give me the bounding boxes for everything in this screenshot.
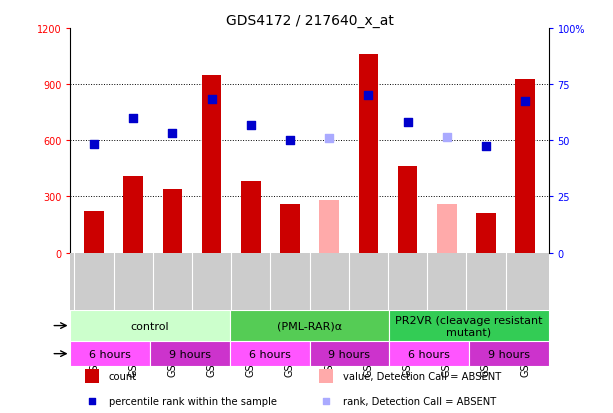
Point — [321, 398, 331, 405]
Text: 6 hours: 6 hours — [89, 349, 131, 359]
Bar — [280, 204, 300, 253]
Point — [324, 136, 334, 142]
Point — [403, 119, 413, 126]
Text: control: control — [131, 321, 170, 331]
Bar — [150, 341, 230, 367]
Text: value, Detection Call = ABSENT: value, Detection Call = ABSENT — [343, 371, 501, 381]
Bar — [319, 369, 333, 383]
Bar — [230, 341, 310, 367]
Bar — [84, 212, 104, 253]
Title: GDS4172 / 217640_x_at: GDS4172 / 217640_x_at — [226, 14, 394, 28]
Bar — [202, 76, 221, 253]
Bar — [85, 369, 99, 383]
Point — [442, 134, 452, 140]
Text: rank, Detection Call = ABSENT: rank, Detection Call = ABSENT — [343, 396, 497, 406]
Point — [207, 97, 216, 103]
Text: PR2VR (cleavage resistant
mutant): PR2VR (cleavage resistant mutant) — [395, 315, 543, 337]
Point — [481, 143, 491, 150]
Point — [87, 398, 97, 405]
Point — [167, 130, 177, 137]
Text: 9 hours: 9 hours — [169, 349, 211, 359]
Bar — [123, 176, 143, 253]
Bar — [389, 341, 469, 367]
Bar — [516, 79, 535, 253]
Bar — [70, 311, 230, 341]
Text: count: count — [109, 371, 137, 381]
Text: percentile rank within the sample: percentile rank within the sample — [109, 396, 276, 406]
Bar — [437, 204, 457, 253]
Point — [246, 123, 256, 129]
Bar — [241, 182, 261, 253]
Text: 6 hours: 6 hours — [249, 349, 291, 359]
Bar — [476, 214, 496, 253]
Point — [89, 141, 99, 148]
Bar — [310, 341, 389, 367]
Bar — [230, 311, 389, 341]
Bar — [70, 341, 150, 367]
Text: 9 hours: 9 hours — [329, 349, 370, 359]
Point — [364, 93, 373, 100]
Text: 9 hours: 9 hours — [488, 349, 530, 359]
Point — [128, 115, 138, 122]
Text: 6 hours: 6 hours — [408, 349, 450, 359]
Bar — [319, 201, 339, 253]
Bar — [398, 167, 417, 253]
Bar — [359, 55, 378, 253]
Text: (PML-RAR)α: (PML-RAR)α — [277, 321, 342, 331]
Bar — [389, 311, 549, 341]
Point — [285, 138, 295, 144]
Bar — [162, 190, 182, 253]
Point — [520, 98, 530, 105]
Bar — [469, 341, 549, 367]
